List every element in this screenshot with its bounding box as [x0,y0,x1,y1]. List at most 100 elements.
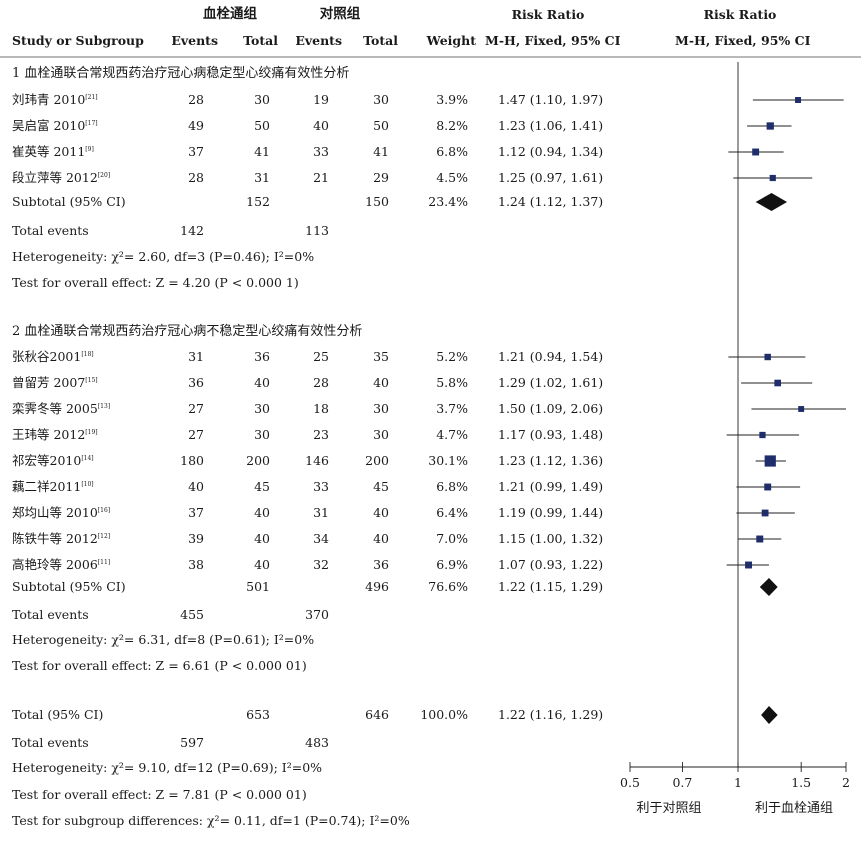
study-name: 刘玮青 2010[21] [12,92,98,107]
total-treat-cell: 40 [254,505,270,520]
weight-cell: 30.1% [428,453,468,468]
events-treat-header: Events [171,33,218,48]
stat-value: Z = 6.61 (P < 0.000 01) [155,658,307,673]
study-marker [761,509,769,517]
ci-cell: 1.24 (1.12, 1.37) [498,194,604,209]
total-treat-header: Total [243,33,278,48]
total-treat-cell: 30 [254,427,270,442]
events-ctrl-cell: 31 [313,505,329,520]
study-name: 段立萍等 2012[20] [12,170,110,185]
total-treat-cell: 40 [254,531,270,546]
study-ref: [9] [85,145,94,153]
x-tick-label: 0.7 [672,775,692,790]
study-label: 栾霁冬等 2005 [12,401,98,416]
ci-cell: 1.50 (1.09, 2.06) [498,401,604,416]
stat-label: Test for overall effect: [12,658,156,673]
study-label: 张秋谷2001 [12,349,82,364]
total-ctrl-cell: 40 [373,531,389,546]
rr-plot-header: Risk Ratio [703,7,777,22]
study-label: 祁宏等2010 [12,453,82,468]
study-name: 郑均山等 2010[16] [12,505,110,520]
weight-cell: 7.0% [436,531,468,546]
group-ctrl-header: 对照组 [319,6,361,22]
ci-cell: 1.22 (1.15, 1.29) [498,579,604,594]
stat-value: χ²= 2.60, df=3 (P=0.46); I²=0% [111,249,315,264]
study-ref: [12] [97,532,111,540]
study-label: 段立萍等 2012 [12,170,98,185]
events-ctrl-cell: 33 [313,144,329,159]
stat-value: χ²= 0.11, df=1 (P=0.74); I²=0% [206,813,410,828]
weight-cell: 3.9% [436,92,468,107]
study-label: 王玮等 2012 [12,427,86,442]
x-tick-label: 1 [734,775,742,790]
total-events-label: Total events [12,223,89,238]
events-treat-cell: 39 [188,531,204,546]
events-ctrl-cell: 19 [313,92,329,107]
study-marker [769,174,776,182]
ci-cell: 1.47 (1.10, 1.97) [498,92,604,107]
total-treat-cell: 36 [254,349,270,364]
study-marker [764,483,772,491]
subtotal-label: Subtotal (95% CI) [12,194,126,209]
total-treat-cell: 152 [246,194,270,209]
events-ctrl-cell: 21 [313,170,329,185]
events-ctrl-cell: 40 [313,118,329,133]
events-treat-cell: 180 [180,453,204,468]
events-ctrl-cell: 146 [305,453,329,468]
stat-label: Test for overall effect: [12,275,156,290]
events-treat-cell: 28 [188,170,204,185]
events-treat-cell: 455 [180,607,204,622]
events-treat-cell: 40 [188,479,204,494]
study-marker [756,535,764,543]
events-ctrl-cell: 18 [313,401,329,416]
subtotal-label: Subtotal (95% CI) [12,579,126,594]
study-label: 刘玮青 2010 [12,92,86,107]
weight-cell: 76.6% [428,579,468,594]
total-ctrl-cell: 50 [373,118,389,133]
ci-cell: 1.15 (1.00, 1.32) [498,531,604,546]
study-name: 曾留芳 2007[15] [12,375,98,390]
stat-label: Test for subgroup differences: [12,813,207,828]
total-label: Total (95% CI) [12,707,104,722]
stat-label: Heterogeneity: [12,760,112,775]
stat-line: Heterogeneity: χ²= 6.31, df=8 (P=0.61); … [12,633,314,647]
total-treat-cell: 40 [254,557,270,572]
ci-cell: 1.19 (0.99, 1.44) [498,505,604,520]
study-marker [764,353,771,361]
total-ctrl-cell: 45 [373,479,389,494]
total-ctrl-cell: 36 [373,557,389,572]
events-ctrl-cell: 483 [305,735,329,750]
weight-cell: 3.7% [436,401,468,416]
events-treat-cell: 31 [188,349,204,364]
events-treat-cell: 49 [188,118,204,133]
study-name: 崔英等 2011[9] [12,145,94,159]
study-label: 曾留芳 2007 [12,375,86,390]
total-treat-cell: 200 [246,453,270,468]
method-col-header: M-H, Fixed, 95% CI [485,33,621,48]
weight-cell: 5.2% [436,349,468,364]
events-ctrl-cell: 113 [305,223,329,238]
x-tick-label: 2 [842,775,850,790]
ci-cell: 1.22 (1.16, 1.29) [498,707,604,722]
total-treat-cell: 45 [254,479,270,494]
study-label: 郑均山等 2010 [12,505,98,520]
stat-line: Test for overall effect: Z = 4.20 (P < 0… [12,275,299,290]
study-marker [752,148,760,156]
summary-diamond [761,706,778,724]
ci-cell: 1.12 (0.94, 1.34) [498,144,604,159]
weight-cell: 5.8% [436,375,468,390]
study-ref: [15] [85,376,98,384]
study-ref: [17] [85,119,98,127]
events-treat-cell: 28 [188,92,204,107]
total-treat-cell: 30 [254,92,270,107]
stat-line: Test for overall effect: Z = 7.81 (P < 0… [12,787,307,802]
total-ctrl-cell: 30 [373,401,389,416]
study-name: 陈铁牛等 2012[12] [12,532,111,546]
events-ctrl-cell: 370 [305,607,329,622]
events-treat-cell: 37 [188,505,204,520]
events-ctrl-cell: 23 [313,427,329,442]
stat-value: Z = 7.81 (P < 0.000 01) [155,787,307,802]
study-name: 祁宏等2010[14] [12,453,94,468]
study-ref: [10] [81,480,94,488]
study-marker [798,406,805,412]
